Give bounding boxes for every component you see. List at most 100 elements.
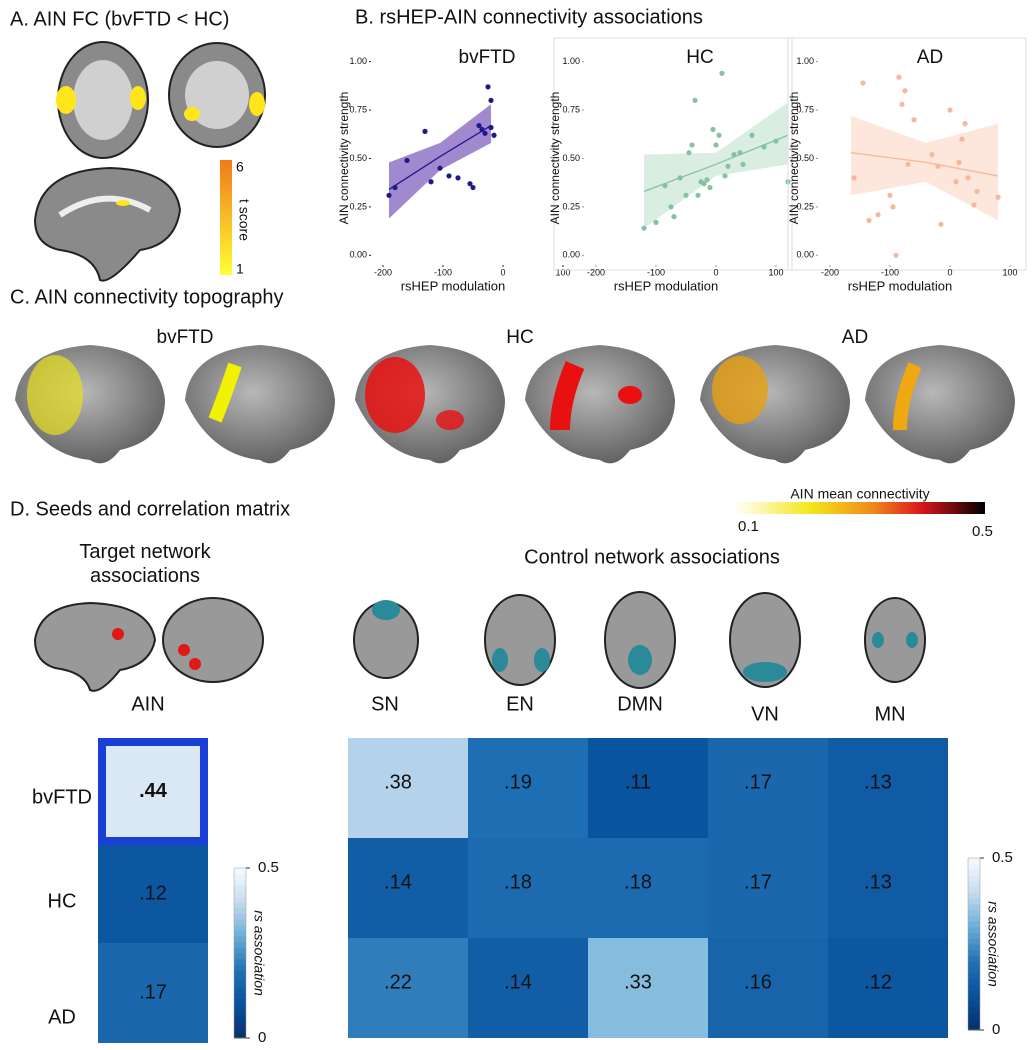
scatter-point [485,84,491,90]
chart-title: bvFTD [459,47,516,68]
row-label: bvFTD [32,786,92,808]
scatter-point [773,138,779,144]
x-tick-label: 100 [1002,267,1017,277]
y-tick-label: 0.75 [562,104,580,114]
cell-label: .13 [864,871,892,893]
cell-label: .12 [139,882,167,904]
network-label: DMN [617,693,663,715]
group-label: AD [842,327,868,348]
colorbar-step [234,947,246,954]
scatter-point [437,165,443,171]
row-label: AD [48,1006,76,1028]
y-tick-label: 1.00 [349,56,367,66]
scatter-point [662,183,668,189]
colorbar-step [234,1026,246,1033]
colorbar-step [234,953,246,960]
scatter-point [455,175,461,181]
colorbar-step [968,909,980,916]
colorbar-label: rs association [251,910,267,996]
scatter-point [887,192,893,198]
colorbar-step [968,903,980,911]
scatter-point [719,70,725,76]
cell-label: .11 [625,771,651,793]
cell-label: .13 [864,771,892,793]
y-axis-label: AIN connectivity strength [787,92,801,225]
scatter-point [956,159,962,165]
heatmap-cell [468,738,588,838]
colorbar-step [968,863,980,870]
colorbar-tick: 0.1 [738,518,759,535]
y-tick-label: 0.25 [796,201,814,211]
network-label: MN [874,703,905,725]
scatter-point [689,142,695,148]
x-tick-label: 100 [555,267,570,277]
fit-line [850,152,999,177]
colorbar-step [968,858,980,865]
colorbar-step [968,1001,980,1008]
colorbar-step [234,1004,246,1011]
y-tick-label: 0.25 [349,201,367,211]
cell-label: .14 [384,871,412,893]
heatmap-cell [588,838,708,938]
group-label: HC [506,327,533,348]
cell-label: .38 [384,771,412,793]
colorbar-step [234,1032,246,1039]
colorbar-step [968,921,980,928]
scatter-point [959,136,965,142]
scatter-point [995,194,1001,200]
brain-images-c [15,345,1015,514]
scatter-point [470,184,476,191]
scatter-point [716,132,722,138]
y-tick-label: 1.00 [796,56,814,66]
scatter-point [962,121,968,127]
colorbar-step [234,1021,246,1028]
y-axis-label: AIN connectivity strength [548,92,562,225]
heatmap-cell [468,838,588,938]
heatmap-cell [708,838,828,938]
colorbar-step [234,907,246,914]
colorbar-frame [233,867,247,1039]
colorbar-step [968,938,980,945]
x-tick-label: 100 [768,267,783,277]
colorbar-step [968,875,980,882]
colorbar-step [234,890,246,897]
colorbar-step [234,896,246,903]
colorbar-label: AIN mean connectivity [790,486,929,502]
fit-line [388,125,492,191]
cell-label: .17 [744,771,772,793]
x-tick-label: 0 [713,267,718,277]
scatter-point [866,217,872,224]
scatter-point [761,144,767,150]
scatter-point [446,173,452,179]
y-tick-label: 0.25 [562,201,580,211]
scatter-point [491,132,497,138]
heatmap-cell [828,738,948,838]
heatmap-cell [588,738,708,838]
scatter-point [749,132,755,138]
y-tick-label: 0.50 [349,153,367,163]
heatmap-cell [828,838,948,938]
colorbar-tick: 0.5 [972,523,993,540]
cell-label: .19 [504,771,532,793]
x-tick-label: -200 [821,267,839,277]
colorbar-step [234,924,246,931]
colorbar-tick: 6 [236,159,244,175]
colorbar-step [234,970,246,977]
scatter-point [677,175,683,181]
colorbar-step [968,966,980,974]
cell-label: .12 [864,971,892,993]
scatter-point [422,128,428,134]
colorbar-step [968,955,980,962]
x-axis-label: rsHEP modulation [614,278,719,293]
scatter-point [860,80,866,86]
highlight-box [98,738,208,845]
group-label: bvFTD [157,327,214,348]
colorbar-step [234,879,246,886]
scatter-point [467,181,473,187]
x-tick-label: -200 [374,267,392,277]
colorbar-step [968,944,980,951]
x-tick-label: -100 [647,267,665,277]
colorbar-step [968,989,980,997]
colorbar-step [968,932,980,939]
